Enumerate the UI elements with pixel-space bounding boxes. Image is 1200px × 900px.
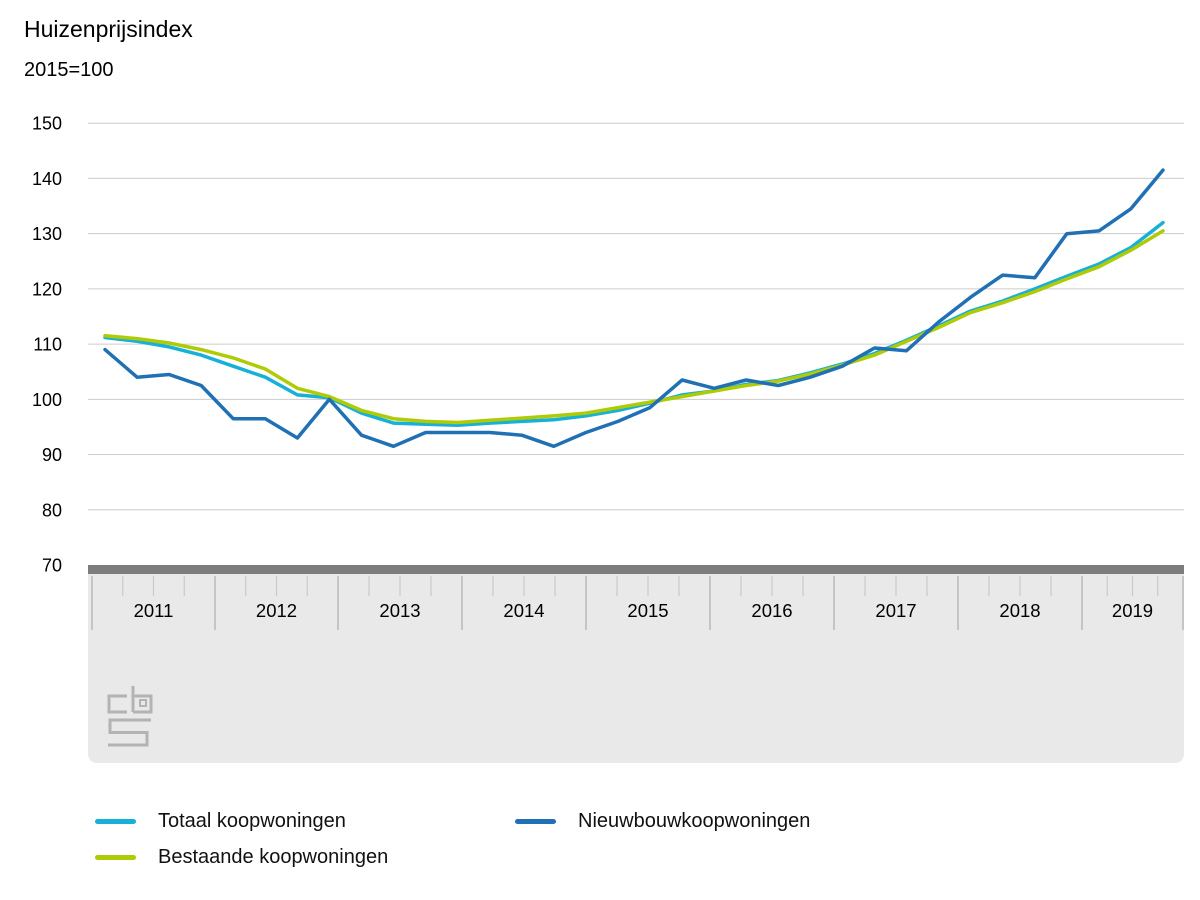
chart-subtitle: 2015=100 <box>24 59 114 81</box>
x-year-label-2017: 2017 <box>875 600 916 621</box>
y-tick-label-70: 70 <box>42 556 62 576</box>
legend-swatch-totaal <box>95 819 136 824</box>
legend-item-totaal: Totaal koopwoningen <box>95 810 515 833</box>
y-tick-label-120: 120 <box>32 279 62 299</box>
y-tick-label-110: 110 <box>33 335 62 355</box>
y-tick-label-150: 150 <box>32 114 62 134</box>
y-tick-label-130: 130 <box>32 224 62 244</box>
legend-swatch-nieuwbouw <box>515 819 556 824</box>
y-tick-label-140: 140 <box>32 169 62 189</box>
x-year-label-2015: 2015 <box>627 600 668 621</box>
y-tick-label-100: 100 <box>32 390 62 410</box>
legend-label-nieuwbouw: Nieuwbouwkoopwoningen <box>578 810 811 832</box>
x-axis-baseline-bar <box>88 565 1184 574</box>
x-year-label-2011: 2011 <box>134 600 174 621</box>
x-year-label-2016: 2016 <box>751 600 792 621</box>
legend-label-totaal: Totaal koopwoningen <box>158 810 346 832</box>
y-tick-label-80: 80 <box>42 500 62 520</box>
series-line-bestaande <box>103 229 1165 425</box>
legend-item-bestaande: Bestaande koopwoningen <box>95 846 515 869</box>
chart-title: Huizenprijsindex <box>24 16 193 42</box>
x-year-label-2012: 2012 <box>256 600 297 621</box>
legend-swatch-bestaande <box>95 855 136 860</box>
cbs-logo <box>107 686 153 747</box>
x-year-label-2013: 2013 <box>379 600 420 621</box>
series-line-totaal <box>103 220 1165 428</box>
chart-legend: Totaal koopwoningen Nieuwbouwkoopwoningen… <box>95 810 810 869</box>
x-year-label-2019: 2019 <box>1112 600 1153 621</box>
series-line-nieuwbouw <box>103 168 1165 449</box>
legend-item-nieuwbouw: Nieuwbouwkoopwoningen <box>515 810 810 833</box>
y-tick-label-90: 90 <box>42 445 62 465</box>
x-axis-band <box>88 574 1184 763</box>
x-year-label-2018: 2018 <box>999 600 1040 621</box>
legend-label-bestaande: Bestaande koopwoningen <box>158 846 389 868</box>
x-year-label-2014: 2014 <box>503 600 544 621</box>
